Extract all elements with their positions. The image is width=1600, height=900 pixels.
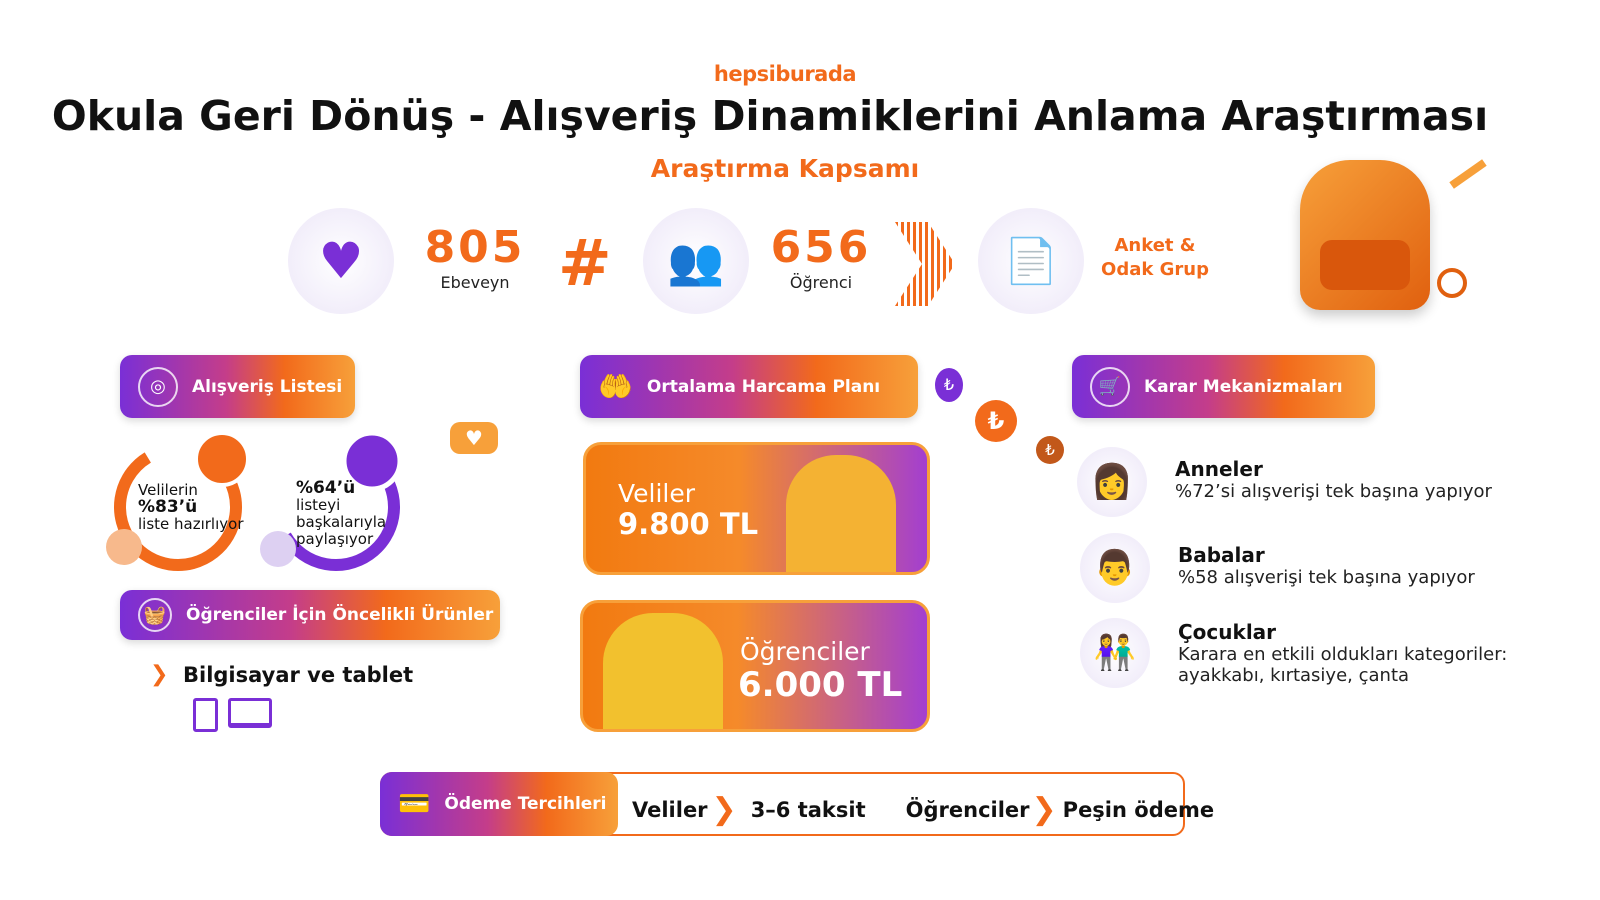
woman-photo — [786, 455, 896, 572]
parents-label: Ebeveyn — [440, 273, 510, 292]
payment-value-students: Peşin ödeme — [1062, 797, 1215, 822]
chevron-arrow-icon — [895, 222, 955, 306]
chevron-icon: ❯ — [1031, 792, 1057, 827]
hand-coin-icon: 🤲 — [598, 370, 633, 403]
plus-icon: # — [558, 227, 612, 301]
students-icon: 👥 — [643, 208, 749, 314]
decision-item-fathers: 👨 Babalar %58 alışverişi tek başına yapıy… — [1080, 533, 1475, 603]
method-label: Anket & Odak Grup — [1101, 235, 1209, 280]
cart-cycle-icon: 🛒 — [1090, 366, 1130, 407]
family-icon: ♥ — [288, 208, 394, 314]
tablet-icon — [193, 698, 218, 732]
payment-group-students: Öğrenciler — [905, 797, 1030, 822]
payment-header: 💳 Ödeme Tercihleri — [380, 772, 618, 836]
chevron-icon: ❯ — [711, 792, 737, 827]
father-icon: 👨 — [1080, 533, 1150, 603]
shopping-list-title: Alışveriş Listesi — [192, 376, 343, 397]
payment-value-parents: 3–6 taksit — [750, 797, 866, 822]
heart-bubble-icon: ♥ — [450, 422, 498, 454]
stat2-line3: paylaşıyor — [296, 530, 374, 548]
target-icon: ◎ — [138, 366, 178, 407]
students-spending-label: Öğrenciler — [740, 637, 870, 666]
parents-count: 805 — [424, 222, 526, 273]
parents-spending-amount: 9.800 TL — [618, 507, 759, 541]
decision-item-desc: %72’si alışverişi tek başına yapıyor — [1175, 481, 1492, 502]
ring-83-badge — [194, 435, 250, 487]
payment-title: Ödeme Tercihleri — [444, 794, 607, 814]
priority-products-header: 🧺 Öğrenciler İçin Öncelikli Ürünler — [120, 590, 500, 640]
decision-item-children: 👫 Çocuklar Karara en etkili oldukları kat… — [1080, 618, 1507, 688]
lira-coin-icon: ₺ — [1036, 436, 1064, 464]
parents-spending-label: Veliler — [618, 479, 696, 508]
lira-coin-icon: ₺ — [935, 368, 963, 402]
decision-title: Karar Mekanizmaları — [1144, 376, 1343, 397]
ring-64-piece — [260, 531, 296, 567]
decision-header: 🛒 Karar Mekanizmaları — [1072, 355, 1375, 418]
priority-title: Öğrenciler İçin Öncelikli Ürünler — [186, 605, 494, 625]
decision-item-desc2: ayakkabı, kırtasiye, çanta — [1178, 665, 1410, 686]
shopping-list-header: ◎ Alışveriş Listesi — [120, 355, 355, 418]
lira-coin-icon: ₺ — [975, 400, 1017, 442]
backpack-illustration — [1300, 160, 1430, 310]
clock-icon — [1437, 268, 1467, 298]
basket-icon: 🧺 — [138, 598, 172, 632]
stat1-pct: %83’ü — [138, 497, 198, 517]
survey-document-icon: 📄 — [978, 208, 1084, 314]
laptop-icon — [228, 698, 272, 728]
stat1-line1: Velilerin — [138, 481, 198, 499]
students-spending-amount: 6.000 TL — [738, 665, 903, 705]
card-hand-icon: 💳 — [398, 789, 431, 819]
decision-item-title: Anneler — [1175, 457, 1263, 481]
chevron-right-icon: ❯ — [150, 662, 169, 687]
parents-spending-card: Veliler 9.800 TL — [583, 442, 930, 575]
students-label: Öğrenci — [789, 273, 853, 292]
decision-item-desc: Karara en etkili oldukları kategoriler: — [1178, 644, 1508, 665]
students-count: 656 — [770, 222, 872, 273]
brand-logo: hepsiburada — [713, 62, 857, 86]
ring-chart-64 — [260, 430, 403, 571]
student-photo — [603, 613, 723, 729]
decision-item-mothers: 👩 Anneler %72’si alışverişi tek başına ya… — [1077, 447, 1492, 517]
ring-64-badge — [341, 430, 403, 492]
mother-icon: 👩 — [1077, 447, 1147, 517]
payment-group-parents: Veliler — [632, 797, 708, 822]
stat2-line1: listeyi — [296, 496, 341, 514]
spending-title: Ortalama Harcama Planı — [646, 376, 881, 397]
ring-83-piece — [106, 529, 142, 565]
decision-item-desc: %58 alışverişi tek başına yapıyor — [1178, 567, 1475, 588]
spending-header: 🤲 Ortalama Harcama Planı — [580, 355, 918, 418]
page-subtitle: Araştırma Kapsamı — [650, 154, 920, 183]
stat1-line2: liste hazırlıyor — [138, 515, 244, 533]
stat2-line2: başkalarıyla — [296, 513, 387, 531]
students-spending-card: Öğrenciler 6.000 TL — [580, 600, 930, 732]
ring-chart-83 — [106, 435, 250, 571]
priority-item: Bilgisayar ve tablet — [183, 663, 414, 687]
decision-item-title: Çocuklar — [1178, 620, 1277, 644]
decision-item-title: Babalar — [1178, 543, 1265, 567]
children-icon: 👫 — [1080, 618, 1150, 688]
page-title: Okula Geri Dönüş - Alışveriş Dinamikleri… — [51, 92, 1489, 140]
stat2-pct: %64’ü — [296, 478, 356, 498]
